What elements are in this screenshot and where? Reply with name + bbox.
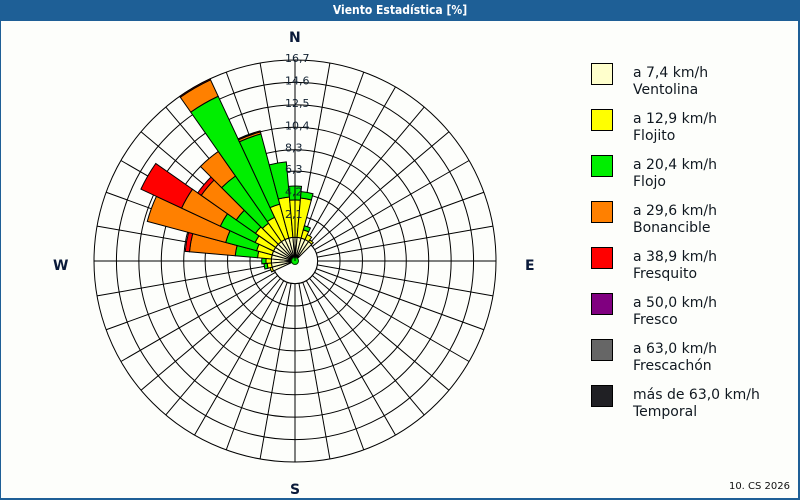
radial-tick-label: 8,3	[285, 142, 303, 155]
radial-tick-label: 4,2	[285, 186, 303, 199]
legend-item: a 7,4 km/h Ventolina	[591, 43, 796, 98]
grid-spoke	[105, 268, 274, 331]
rose-segment	[299, 191, 314, 201]
legend-swatch	[591, 293, 613, 315]
legend-swatch	[591, 201, 613, 223]
legend-label: a 7,4 km/h Ventolina	[633, 65, 709, 98]
legend-item: a 29,6 km/h Bonancible	[591, 181, 796, 236]
rose-segment	[307, 239, 314, 245]
rose-segment	[261, 257, 267, 265]
grid-spoke	[317, 264, 494, 297]
legend: a 7,4 km/h Ventolina a 12,9 km/h Flojito a 2…	[591, 43, 796, 420]
grid-spoke	[259, 283, 292, 460]
grid-spoke	[302, 71, 365, 240]
grid-spoke	[165, 277, 281, 416]
legend-label: más de 63,0 km/h Temporal	[633, 387, 760, 420]
legend-label: a 12,9 km/h Flojito	[633, 111, 717, 144]
radial-tick-label: 10,4	[285, 119, 310, 132]
window-title: Viento Estadística [%]	[0, 0, 800, 21]
grid-spoke	[311, 131, 450, 247]
compass-east: E	[525, 258, 535, 274]
radial-tick-label: 2,1	[285, 208, 303, 221]
legend-swatch	[591, 247, 613, 269]
rose-segment	[304, 234, 313, 243]
grid-spoke	[120, 271, 276, 362]
grid-spoke	[309, 106, 425, 245]
legend-swatch	[591, 109, 613, 131]
radial-tick-label: 6,3	[285, 163, 303, 176]
rose-segment	[179, 78, 212, 98]
grid-spoke	[309, 277, 425, 416]
compass-west: W	[53, 258, 68, 274]
legend-label: a 29,6 km/h Bonancible	[633, 203, 717, 236]
grid-spoke	[305, 86, 396, 242]
grid-spoke	[311, 275, 450, 391]
grid-spoke	[96, 264, 273, 297]
wind-rose-chart: 2,1 4,2 6,3 8,3 10,4 12,5 14,6 16,7 N E S W	[53, 30, 535, 498]
grid-spoke	[317, 225, 494, 258]
legend-item: más de 63,0 km/h Temporal	[591, 365, 796, 420]
radial-tick-label: 14,6	[285, 74, 310, 87]
legend-swatch	[591, 339, 613, 361]
rose-segment	[302, 225, 312, 233]
footer-stamp: 10. CS 2026	[728, 481, 790, 492]
legend-item: a 12,9 km/h Flojito	[591, 89, 796, 144]
legend-swatch	[591, 385, 613, 407]
legend-swatch	[591, 155, 613, 177]
grid-spoke	[316, 268, 485, 331]
compass-south: S	[290, 482, 300, 498]
legend-swatch	[591, 63, 613, 85]
compass-north: N	[289, 30, 301, 46]
grid-spoke	[314, 160, 470, 251]
grid-spoke	[225, 282, 288, 451]
grid-spoke	[305, 280, 396, 436]
grid-spoke	[140, 275, 279, 391]
rose-segment	[263, 262, 269, 270]
radial-tick-label: 12,5	[285, 97, 310, 110]
grid-spoke	[302, 282, 365, 451]
rose-segment	[140, 162, 194, 209]
legend-label: a 50,0 km/h Fresco	[633, 295, 717, 328]
legend-item: a 38,9 km/h Fresquito	[591, 227, 796, 282]
grid-spoke	[298, 283, 331, 460]
legend-item: a 63,0 km/h Frescachón	[591, 319, 796, 374]
grid-spoke	[194, 280, 285, 436]
radial-tick-label: 16,7	[285, 52, 310, 65]
chart-panel: 2,1 4,2 6,3 8,3 10,4 12,5 14,6 16,7 N E S W a 7,4 k…	[1, 21, 798, 498]
legend-label: a 38,9 km/h Fresquito	[633, 249, 717, 282]
legend-item: a 50,0 km/h Fresco	[591, 273, 796, 328]
rose-segment	[237, 130, 262, 141]
legend-item: a 20,4 km/h Flojo	[591, 135, 796, 190]
rose-segment	[268, 161, 290, 200]
grid-spoke	[314, 271, 470, 362]
legend-label: a 63,0 km/h Frescachón	[633, 341, 717, 374]
grid-spoke	[316, 191, 485, 254]
legend-label: a 20,4 km/h Flojo	[633, 157, 717, 190]
